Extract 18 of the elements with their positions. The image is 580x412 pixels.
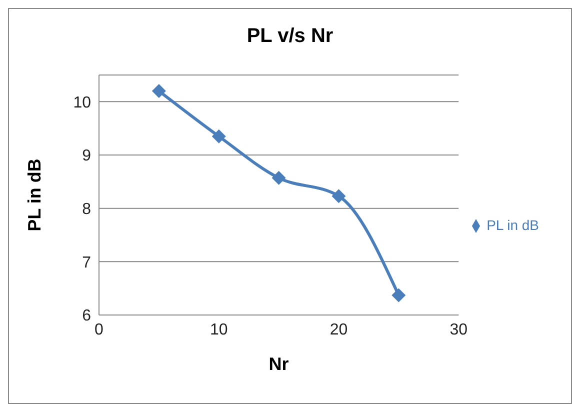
point <box>152 84 166 98</box>
point <box>332 189 346 204</box>
y-tick-label: 6 <box>82 308 92 325</box>
x-tick-label: 10 <box>210 321 228 338</box>
point <box>392 288 406 302</box>
chart-title: PL v/s Nr <box>246 24 334 49</box>
x-tick-label: 20 <box>330 321 348 338</box>
x-tick-label: 30 <box>450 321 468 338</box>
y-tick-label: 7 <box>82 254 92 272</box>
legend-label: PL in dB <box>486 216 539 233</box>
y-tick-label: 8 <box>82 201 92 218</box>
x-axis-title: Nr <box>268 354 289 374</box>
point <box>272 170 286 185</box>
y-tick-label: 9 <box>82 148 92 165</box>
point <box>212 129 226 144</box>
y-tick-label: 10 <box>73 94 92 112</box>
y-axis-title: PL in dB <box>24 158 44 232</box>
x-tick-label: 0 <box>94 321 104 338</box>
